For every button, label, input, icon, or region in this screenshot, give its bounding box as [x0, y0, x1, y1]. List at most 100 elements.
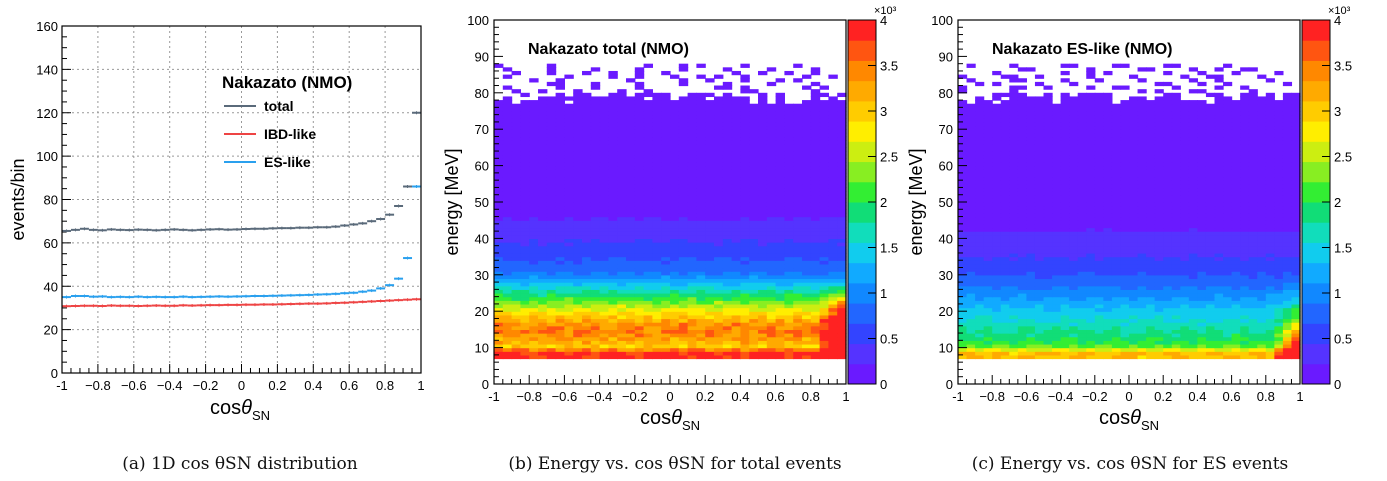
heatmap-cell [1069, 318, 1079, 323]
heatmap-cell [992, 289, 1002, 294]
heatmap-cell [1231, 314, 1241, 320]
heatmap-cell [1137, 296, 1147, 301]
heatmap-cell [1154, 271, 1164, 276]
heatmap-cell [1017, 300, 1027, 305]
heatmap-cell [494, 340, 504, 345]
heatmap-cell [1146, 347, 1156, 352]
heatmap-cell [1291, 311, 1301, 316]
heatmap-cell [511, 194, 521, 199]
heatmap-cell [1240, 223, 1250, 229]
heatmap-cell [1180, 234, 1190, 239]
heatmap-cell [1171, 340, 1181, 345]
heatmap-cell [828, 114, 838, 119]
heatmap-cell [1154, 333, 1164, 338]
heatmap-cell [1137, 274, 1147, 280]
heatmap-cell [1043, 282, 1053, 287]
heatmap-cell [1265, 303, 1275, 309]
heatmap-cell [983, 282, 993, 287]
heatmap-cell [608, 74, 618, 79]
heatmap-cell [1265, 231, 1275, 236]
heatmap-cell [722, 202, 733, 207]
heatmap-cell [758, 293, 768, 298]
heatmap-cell [819, 176, 829, 181]
heatmap-cell [1282, 223, 1293, 229]
heatmap-cell [1103, 260, 1113, 265]
heatmap-cell [975, 223, 985, 229]
heatmap-cell [520, 187, 530, 192]
heatmap-cell [1154, 303, 1164, 309]
heatmap-cell [634, 354, 645, 360]
heatmap-cell [775, 322, 785, 327]
heatmap-cell [1188, 245, 1198, 250]
heatmap-cell [802, 252, 812, 258]
heatmap-cell [1060, 300, 1070, 305]
heatmap-cell [1231, 267, 1241, 272]
heatmap-cell [775, 132, 785, 138]
heatmap-cell [766, 67, 777, 72]
heatmap-cell [722, 129, 733, 134]
heatmap-cell [819, 347, 829, 352]
heatmap-cell [687, 191, 697, 196]
heatmap-cell [678, 285, 689, 290]
heatmap-cell [837, 256, 847, 261]
heatmap-cell [546, 165, 557, 170]
heatmap-cell [975, 256, 985, 261]
heatmap-cell [1069, 242, 1079, 247]
heatmap-cell [599, 318, 609, 323]
heatmap-cell [740, 220, 750, 225]
heatmap-cell [975, 282, 985, 287]
heatmap-cell [1274, 318, 1284, 323]
heatmap-cell [538, 158, 548, 163]
heatmap-cell [617, 252, 627, 258]
heatmap-cell [837, 336, 847, 341]
heatmap-cell [643, 100, 653, 105]
heatmap-cell [793, 136, 803, 141]
heatmap-cell [1171, 325, 1181, 330]
heatmap-cell [661, 245, 671, 250]
heatmap-cell [705, 343, 715, 349]
heatmap-cell [810, 111, 821, 116]
heatmap-cell [983, 227, 993, 232]
heatmap-cell [975, 234, 985, 239]
heatmap-cell [678, 216, 689, 221]
heatmap-cell [652, 154, 662, 159]
heatmap-cell [634, 161, 645, 167]
heatmap-cell [958, 263, 968, 269]
heatmap-cell [599, 136, 609, 141]
heatmap-cell [705, 231, 715, 236]
heatmap-cell [722, 234, 733, 239]
heatmap-cell [810, 293, 821, 298]
heatmap-cell [1180, 347, 1190, 352]
heatmap-cell [740, 354, 750, 360]
heatmap-cell [966, 296, 976, 301]
heatmap-cell [608, 151, 618, 156]
heatmap-cell [1257, 343, 1267, 349]
heatmap-cell [837, 285, 847, 290]
heatmap-cell [810, 158, 821, 163]
heatmap-cell [520, 209, 530, 214]
legend-label: IBD-like [264, 126, 316, 142]
heatmap-cell [546, 293, 557, 298]
heatmap-cell [1026, 242, 1036, 247]
heatmap-cell [1034, 303, 1045, 309]
heatmap-cell [749, 223, 759, 229]
heatmap-cell [582, 220, 592, 225]
heatmap-cell [1223, 303, 1233, 309]
heatmap-cell [661, 347, 671, 352]
heatmap-cell [758, 129, 768, 134]
heatmap-cell [1171, 293, 1181, 298]
heatmap-cell [634, 67, 645, 72]
heatmap-cell [1248, 234, 1258, 239]
heatmap-cell [1086, 329, 1096, 334]
heatmap-cell [1248, 227, 1258, 232]
heatmap-cell [520, 216, 530, 221]
heatmap-cell [749, 234, 759, 239]
heatmap-cell [1240, 307, 1250, 312]
heatmap-cell [696, 311, 706, 316]
heatmap-cell [983, 347, 993, 352]
heatmap-cell [766, 176, 777, 181]
heatmap-cell [538, 300, 548, 305]
heatmap-cell [958, 300, 968, 305]
heatmap-cell [1034, 300, 1045, 305]
heatmap-cell [1009, 267, 1019, 272]
